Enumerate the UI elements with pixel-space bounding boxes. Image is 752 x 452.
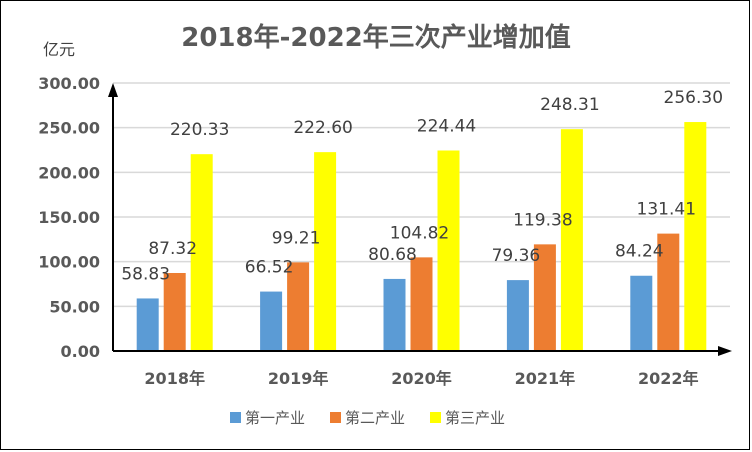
y-axis-unit: 亿元: [43, 40, 75, 59]
bar-2-2019年: [287, 262, 310, 351]
bar-2-2021年: [533, 244, 556, 351]
y-axis-arrow-icon: [108, 83, 118, 97]
data-label: 248.31: [540, 95, 599, 115]
legend-label: 第二产业: [345, 409, 405, 427]
data-label: 66.52: [245, 258, 294, 278]
y-tick-label: 50.00: [49, 297, 100, 316]
data-label: 220.33: [170, 120, 229, 140]
x-tick-label: 2020年: [391, 369, 452, 388]
bar-3-2020年: [437, 150, 460, 351]
data-label: 79.36: [492, 246, 541, 266]
data-label: 131.41: [637, 200, 696, 220]
bar-3-2021年: [560, 129, 583, 351]
y-tick-label: 0.00: [61, 342, 100, 361]
data-label: 256.30: [664, 88, 723, 108]
y-tick-label: 250.00: [38, 119, 100, 138]
x-tick-label: 2018年: [144, 369, 205, 388]
x-axis-arrow-icon: [718, 346, 732, 356]
bar-3-2019年: [314, 152, 337, 351]
x-tick-label: 2021年: [515, 369, 576, 388]
legend-swatch: [330, 412, 341, 423]
legend-swatch: [430, 412, 441, 423]
bar-2-2020年: [410, 257, 433, 351]
data-label: 224.44: [417, 117, 476, 137]
data-label: 119.38: [513, 210, 572, 230]
chart-title: 2018年-2022年三次产业增加值: [181, 22, 571, 53]
bar-2-2022年: [657, 233, 680, 351]
x-tick-label: 2019年: [268, 369, 329, 388]
bar-1-2018年: [136, 298, 159, 351]
data-label: 58.83: [121, 264, 170, 284]
x-tick-label: 2022年: [638, 369, 699, 388]
y-tick-label: 100.00: [38, 253, 100, 272]
y-tick-label: 200.00: [38, 163, 100, 182]
legend-label: 第一产业: [245, 409, 305, 427]
y-tick-label: 300.00: [38, 74, 100, 93]
data-label: 80.68: [368, 245, 417, 265]
bar-1-2020年: [383, 278, 406, 351]
data-label: 84.24: [615, 242, 664, 262]
bar-3-2022年: [684, 122, 707, 351]
y-tick-label: 150.00: [38, 208, 100, 227]
bar-1-2022年: [630, 275, 653, 351]
bar-3-2018年: [190, 154, 213, 351]
data-label: 104.82: [390, 223, 449, 243]
data-label: 99.21: [272, 228, 321, 248]
data-label: 87.32: [148, 239, 197, 259]
bar-2-2018年: [163, 272, 186, 351]
data-label: 222.60: [293, 118, 352, 138]
bar-1-2021年: [506, 280, 529, 351]
legend-label: 第三产业: [445, 409, 505, 427]
legend-swatch: [230, 412, 241, 423]
bar-1-2019年: [260, 291, 283, 351]
